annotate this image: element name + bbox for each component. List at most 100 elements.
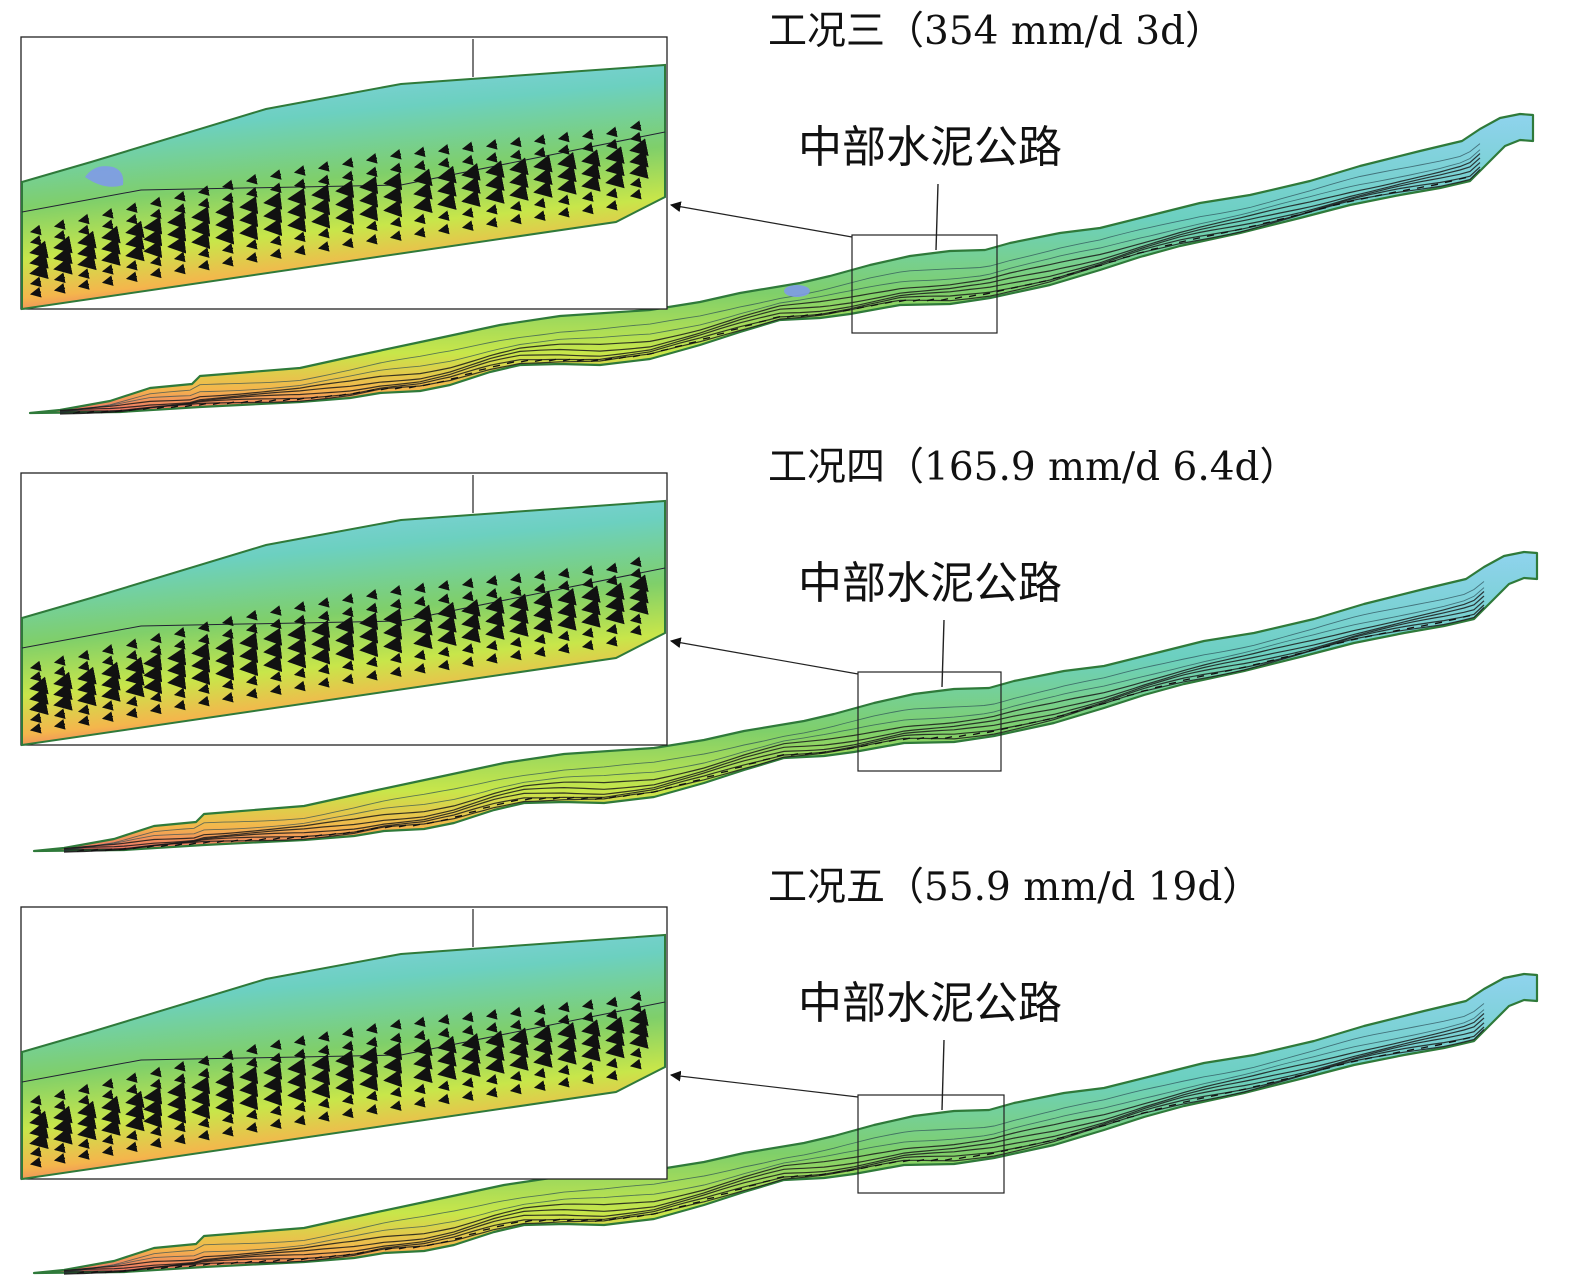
velocity-vector xyxy=(566,1218,575,1222)
flow-arrow xyxy=(125,695,138,707)
flow-arrow xyxy=(293,680,306,692)
velocity-vector xyxy=(660,348,669,352)
zoom-connector-arrow xyxy=(669,201,853,238)
zoom-inset xyxy=(20,906,668,1181)
velocity-vector xyxy=(380,387,389,391)
flow-arrow xyxy=(335,629,355,648)
velocity-vector xyxy=(244,1260,253,1264)
velocity-vector xyxy=(492,364,501,368)
velocity-vector xyxy=(142,407,151,411)
velocity-vector xyxy=(1220,231,1229,235)
velocity-vector xyxy=(1224,669,1233,673)
velocity-vector xyxy=(1252,1084,1261,1088)
flow-arrow xyxy=(557,1076,570,1088)
flow-arrow xyxy=(509,606,529,624)
flow-arrow xyxy=(509,572,522,584)
flow-arrow xyxy=(581,1061,594,1072)
flow-arrow xyxy=(581,597,601,616)
flow-arrow xyxy=(533,1037,553,1056)
velocity-vector xyxy=(930,1158,939,1162)
flow-arrow xyxy=(413,159,426,171)
velocity-vector xyxy=(622,1216,631,1219)
flow-arrow xyxy=(485,160,505,178)
flow-arrow xyxy=(173,203,186,214)
flow-arrow xyxy=(581,585,601,603)
velocity-vector xyxy=(1000,727,1009,731)
velocity-vector xyxy=(104,1270,113,1274)
velocity-vector xyxy=(552,796,561,800)
velocity-vector xyxy=(282,398,291,402)
velocity-vector xyxy=(636,792,645,796)
flow-arrow xyxy=(287,650,307,669)
flow-arrow xyxy=(341,606,354,618)
flow-arrow xyxy=(197,1117,210,1128)
velocity-vector xyxy=(1458,176,1467,180)
flow-arrow xyxy=(485,596,505,614)
flow-arrow xyxy=(221,1062,234,1073)
flow-arrow xyxy=(533,616,553,634)
velocity-vector xyxy=(580,1218,589,1222)
flow-arrow xyxy=(383,199,403,218)
flow-arrow xyxy=(101,684,121,702)
flow-arrow xyxy=(287,623,307,642)
flow-lines xyxy=(59,143,1481,415)
flow-arrow xyxy=(191,1101,211,1120)
velocity-vector xyxy=(1070,710,1079,714)
flow-arrow xyxy=(533,1080,546,1091)
flow-arrow xyxy=(77,688,97,707)
flow-arrow xyxy=(461,1090,474,1101)
flow-arrow xyxy=(143,240,163,259)
flow-arrow xyxy=(317,1111,330,1122)
flow-arrow xyxy=(245,674,258,686)
velocity-vector xyxy=(870,303,879,307)
flow-arrow xyxy=(413,631,433,649)
flow-arrow xyxy=(125,1072,138,1083)
flow-arrow xyxy=(167,659,187,678)
velocity-vector xyxy=(366,389,375,392)
flow-arrow xyxy=(77,268,90,279)
flow-arrow xyxy=(365,233,378,245)
flow-arrow xyxy=(557,151,577,170)
velocity-vector xyxy=(524,797,533,801)
flow-arrow xyxy=(365,1023,378,1034)
flow-arrow xyxy=(239,658,259,677)
flow-arrow xyxy=(317,1031,330,1042)
velocity-vector xyxy=(370,1249,379,1252)
flow-arrow xyxy=(29,1094,42,1106)
velocity-vector xyxy=(478,368,487,371)
velocity-vector xyxy=(1182,678,1191,682)
flow-arrow xyxy=(335,1063,355,1082)
flow-arrow xyxy=(269,235,282,246)
flow-lines xyxy=(63,1003,1485,1275)
velocity-vector xyxy=(300,1257,309,1261)
flow-arrow xyxy=(149,267,162,279)
velocity-vector xyxy=(1140,1111,1149,1115)
flow-arrow xyxy=(53,655,66,666)
flow-arrow xyxy=(341,593,354,604)
flow-arrow xyxy=(191,1076,211,1095)
flow-arrow xyxy=(29,276,42,288)
flow-arrow xyxy=(317,677,330,688)
flow-arrow xyxy=(173,1121,186,1133)
velocity-vector xyxy=(1084,706,1093,710)
velocity-vector xyxy=(776,753,785,757)
velocity-vector xyxy=(510,799,519,803)
velocity-vector xyxy=(198,402,207,406)
velocity-vector xyxy=(996,289,1005,293)
flow-arrow xyxy=(629,177,642,188)
flow-arrow xyxy=(173,687,186,699)
flow-arrow xyxy=(317,161,330,172)
flow-arrow xyxy=(197,1129,210,1141)
velocity-vector xyxy=(674,344,683,348)
flow-arrow xyxy=(149,632,162,644)
panel-title: 工况三（354 mm/d 3d） xyxy=(768,9,1224,54)
flow-arrow xyxy=(461,1011,474,1023)
flow-arrow xyxy=(509,183,529,201)
flow-arrow xyxy=(509,1006,522,1018)
flow-arrow xyxy=(533,1016,546,1028)
velocity-vector xyxy=(524,1219,533,1223)
velocity-vector xyxy=(342,1253,351,1257)
velocity-vector xyxy=(118,847,127,851)
flow-arrow xyxy=(461,176,481,194)
flow-arrow xyxy=(485,652,498,664)
